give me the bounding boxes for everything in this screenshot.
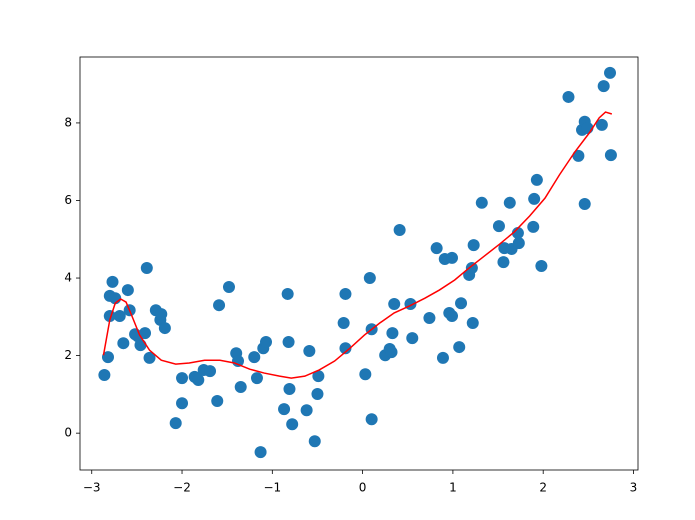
scatter-point: [232, 355, 245, 368]
scatter-point: [446, 251, 458, 264]
scatter-point: [234, 381, 247, 394]
scatter-point: [475, 196, 488, 209]
scatter-point: [503, 196, 516, 209]
y-tick-label: 8: [64, 115, 72, 129]
scatter-point: [143, 351, 156, 364]
scatter-point: [312, 370, 325, 383]
x-tick-label: −2: [173, 481, 191, 495]
scatter-point: [158, 322, 171, 335]
scatter-point: [453, 341, 466, 354]
scatter-point: [467, 239, 480, 252]
scatter-point: [528, 192, 541, 205]
scatter-point: [339, 342, 352, 355]
scatter-point: [511, 227, 524, 240]
scatter-point: [113, 310, 126, 323]
scatter-point: [106, 275, 119, 288]
scatter-point: [192, 374, 205, 387]
scatter-point: [117, 337, 130, 350]
scatter-point: [254, 446, 267, 459]
scatter-point: [423, 311, 436, 324]
scatter-point: [512, 237, 525, 250]
y-tick-label: 2: [64, 348, 72, 362]
scatter-point: [492, 220, 505, 233]
scatter-point: [465, 261, 478, 274]
scatter-point: [211, 394, 224, 407]
scatter-point: [303, 344, 316, 357]
scatter-point: [155, 308, 168, 321]
scatter-point: [248, 351, 261, 364]
scatter-point: [98, 368, 111, 381]
scatter-point: [385, 346, 398, 359]
scatter-point: [595, 118, 608, 131]
scatter-point: [308, 435, 321, 448]
scatter-point: [134, 339, 147, 352]
scatter-point: [204, 365, 217, 378]
scatter-point: [139, 327, 152, 340]
y-tick-label: 6: [64, 193, 72, 207]
y-tick-label: 4: [64, 271, 72, 285]
scatter-point: [406, 332, 419, 345]
scatter-point: [337, 317, 350, 330]
scatter-point: [281, 287, 294, 300]
scatter-point: [562, 90, 575, 103]
scatter-point: [250, 372, 263, 385]
scatter-point: [300, 404, 313, 417]
scatter-point: [497, 256, 510, 269]
x-tick-label: 0: [359, 481, 367, 495]
scatter-point: [446, 310, 458, 323]
scatter-point: [121, 284, 134, 297]
scatter-point: [176, 397, 189, 410]
scatter-point: [278, 403, 291, 416]
scatter-point: [578, 197, 591, 210]
scatter-point: [283, 382, 296, 395]
x-tick-label: −3: [83, 481, 101, 495]
x-tick-label: 1: [449, 481, 457, 495]
scatter-point: [581, 121, 594, 134]
scatter-point: [466, 317, 479, 330]
fit-line: [102, 111, 613, 379]
scatter-point: [436, 351, 449, 364]
scatter-point: [213, 299, 226, 312]
scatter-point: [604, 66, 617, 79]
scatter-point: [363, 272, 376, 285]
scatter-point: [359, 368, 372, 381]
scatter-point: [286, 418, 299, 431]
scatter-point: [101, 351, 114, 364]
scatter-point: [140, 261, 153, 274]
scatter-point: [169, 417, 182, 430]
scatter-point: [604, 149, 617, 162]
scatter-point: [282, 336, 295, 349]
scatter-point: [260, 336, 272, 349]
x-tick-label: 2: [539, 481, 547, 495]
scatter-point: [572, 149, 585, 162]
scatter-point: [430, 242, 443, 255]
y-tick-label: 0: [64, 426, 72, 440]
x-tick-label: 3: [630, 481, 638, 495]
scatter-point: [393, 223, 406, 236]
scatter-point: [455, 297, 468, 310]
scatter-point: [339, 287, 352, 300]
scatter-point: [530, 173, 543, 186]
scatter-point: [176, 372, 189, 385]
scatter-point: [386, 327, 399, 340]
scatter-point: [597, 80, 610, 93]
scatter-point: [535, 260, 548, 273]
scatter-point: [388, 298, 401, 311]
scatter-point: [222, 280, 235, 293]
scatter-point: [365, 413, 378, 426]
scatter-point: [311, 387, 324, 400]
plot-frame: [79, 56, 639, 471]
scatter-point: [527, 220, 540, 233]
x-tick-label: −1: [263, 481, 281, 495]
